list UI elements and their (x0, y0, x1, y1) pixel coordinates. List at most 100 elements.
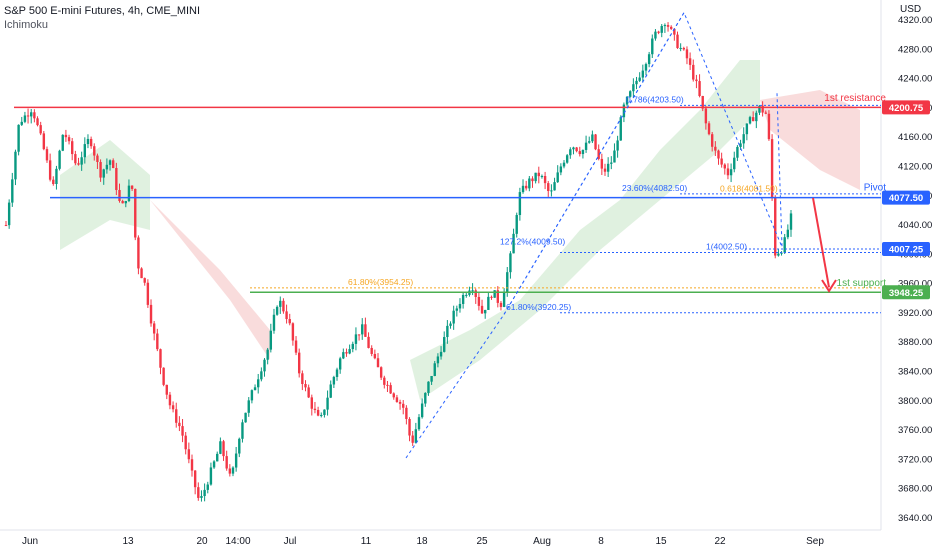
candle-body (755, 112, 758, 122)
annotation-label: Pivot (864, 183, 886, 194)
candle-body (219, 441, 222, 454)
candle-body (143, 278, 146, 283)
candle-body (326, 397, 329, 410)
price-tick-label: 3680.00 (898, 484, 932, 495)
candle-body (565, 155, 569, 163)
candle-body (294, 340, 298, 353)
candle-body (181, 426, 184, 436)
candle-body (36, 118, 39, 126)
candle-body (420, 403, 424, 418)
price-tick-label: 4120.00 (898, 161, 932, 172)
price-tick-label: 3920.00 (898, 308, 932, 319)
candle-body (241, 422, 244, 439)
candle-body (591, 134, 594, 142)
candle-body (4, 225, 8, 227)
price-tick-label: 4240.00 (898, 74, 932, 85)
candle-body (39, 125, 42, 134)
candle-body (260, 371, 263, 380)
candle-body (99, 162, 102, 178)
candle-body (540, 176, 544, 178)
price-label-box (882, 190, 930, 205)
candle-body (228, 468, 232, 474)
candle-body (695, 79, 698, 82)
candle-body (269, 330, 273, 350)
candle-body (118, 189, 121, 201)
candle-body (512, 233, 515, 254)
price-label-box (882, 242, 930, 257)
candle-body (632, 84, 635, 92)
candle-body (717, 150, 720, 159)
candle-body (789, 213, 793, 230)
candle-body (685, 49, 689, 59)
candle-body (499, 302, 503, 307)
candle-body (282, 300, 285, 312)
price-tick-label: 3640.00 (898, 513, 932, 524)
candle-body (666, 25, 670, 27)
price-label-text: 4200.75 (889, 103, 924, 114)
candle-body (714, 146, 717, 151)
candle-body (424, 392, 427, 404)
candle-body (515, 215, 518, 234)
candle-body (742, 134, 745, 144)
candle-body (603, 168, 607, 172)
candle-body (93, 146, 96, 156)
candle-body (610, 162, 613, 164)
candle-body (140, 268, 143, 279)
candle-body (30, 112, 33, 117)
price-tick-label: 4280.00 (898, 44, 932, 55)
projection-arrow-head (821, 279, 837, 293)
candle-body (673, 28, 676, 35)
candle-body (414, 429, 418, 443)
trend-line (503, 12, 685, 315)
candle-body (474, 290, 477, 297)
candle-body (531, 178, 534, 182)
candle-body (316, 409, 320, 416)
time-tick-label: 13 (122, 536, 134, 547)
candle-body (405, 407, 408, 419)
time-tick-label: 14:00 (225, 536, 250, 547)
candle-body (641, 70, 645, 78)
candle-body (105, 164, 109, 170)
candle-body (644, 64, 648, 71)
candle-body (726, 168, 730, 176)
candle-body (212, 461, 216, 468)
candle-body (159, 349, 162, 368)
ichimoku-cloud-red (150, 200, 270, 360)
candle-body (64, 134, 68, 138)
time-tick-label: 20 (196, 536, 208, 547)
candle-body (569, 149, 572, 156)
time-tick-label: Sep (806, 536, 824, 547)
trend-line (405, 11, 783, 459)
candle-body (364, 324, 367, 337)
candle-body (165, 384, 168, 395)
candle-body (493, 290, 496, 298)
candle-body (748, 117, 752, 124)
candle-body (704, 108, 708, 124)
candle-body (647, 54, 651, 65)
candle-body (629, 91, 632, 97)
candle-body (559, 166, 563, 173)
price-label-text: 4077.50 (889, 193, 923, 204)
candle-body (42, 133, 46, 150)
candle-body (720, 158, 723, 165)
annotation-label: 0.618(4081.50) (720, 184, 778, 194)
candle-body (524, 185, 528, 189)
candle-body (783, 237, 786, 253)
annotation-label: 61.80%(3920.25) (506, 302, 571, 312)
candle-body (17, 124, 20, 152)
ichimoku-cloud-red (760, 90, 860, 190)
candle-body (11, 179, 14, 203)
candle-body (613, 150, 616, 163)
price-label-text: 4007.25 (889, 245, 924, 256)
candle-body (225, 456, 228, 469)
candle-body (550, 190, 553, 192)
candle-body (770, 139, 774, 197)
candle-body (670, 26, 673, 29)
candle-body (288, 319, 291, 324)
candle-body (490, 296, 493, 298)
time-tick-label: 22 (714, 536, 726, 547)
candle-body (354, 334, 358, 344)
indicator-label[interactable]: Ichimoku (4, 19, 49, 31)
candle-body (663, 25, 667, 27)
